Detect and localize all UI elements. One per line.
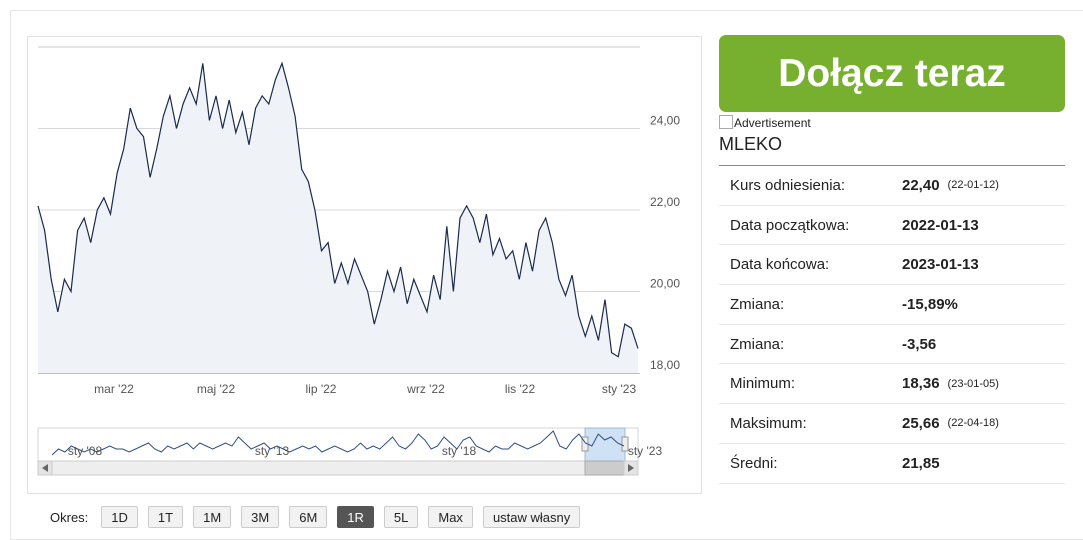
navigator-selection[interactable] [584,427,626,462]
period-button[interactable]: ustaw własny [482,506,581,528]
line [37,61,639,358]
x-tick-label: maj '22 [197,382,236,396]
x-tick-label: lis '22 [505,382,536,396]
stat-value: 18,36 [902,375,940,393]
stats-row: Zmiana: -3,56 [719,325,1065,365]
x-tick-label: wrz '22 [406,382,445,396]
stats-row: Średni: 21,85 [719,444,1065,484]
arrow [42,464,48,472]
stat-label: Zmiana: [730,335,785,353]
stat-label: Kurs odniesienia: [730,176,846,194]
chart: 18,00 20,00 22,00 24,00 mar '22 maj '22 lip '2… [37,46,680,476]
navigator-line [51,430,625,456]
ad-alt-text: Advertisement [734,116,811,130]
join-button[interactable]: Dołącz teraz [719,35,1065,112]
stats-table: Kurs odniesienia: 22,40 (22-01-12) Data poc… [719,165,1065,484]
scrollbar[interactable] [37,460,639,476]
arrow [628,464,634,472]
stat-label: Maksimum: [730,414,807,432]
y-tick-label: 24,00 [650,114,680,128]
stat-date: (22-01-12) [947,179,999,192]
navigator [37,427,639,462]
stats-row: Maksimum: 25,66 (22-04-18) [719,404,1065,444]
page: {"chart":{"type":"line", "ylim":[18,26],… [10,10,1083,540]
stat-value: 22,40 [902,176,940,194]
stats-row: Zmiana: -15,89% [719,285,1065,325]
ad-image: Advertisement [719,115,811,130]
stat-value: 21,85 [902,454,940,472]
stat-label: Zmiana: [730,295,785,313]
stat-value: 2023-01-13 [902,256,979,274]
area [38,63,638,374]
period-button[interactable]: 3M [241,506,280,528]
y-tick-label: 20,00 [650,277,680,291]
x-tick-label: mar '22 [94,382,134,396]
y-tick-label: 22,00 [650,195,680,209]
period-button[interactable]: 1M [193,506,232,528]
stat-date: (22-04-18) [947,417,999,430]
navigator-label: sty '18 [442,444,477,458]
y-tick-label: 18,00 [650,358,680,372]
period-selector: Okres: 1D 1T 1M 3M 6M 1R 5L Max ustaw własny [50,505,590,529]
x-tick-label: lip '22 [306,382,337,396]
period-button[interactable]: 1R [337,506,374,528]
navigator-label: sty '13 [255,444,290,458]
period-button[interactable]: 1T [147,506,184,528]
stats-row: Data początkowa: 2022-01-13 [719,206,1065,246]
period-button[interactable]: 5L [383,506,419,528]
stat-label: Data początkowa: [730,216,850,234]
stats-row: Data końcowa: 2023-01-13 [719,245,1065,286]
stat-date: (23-01-05) [947,377,999,390]
stat-label: Minimum: [730,375,796,393]
period-button[interactable]: 1D [101,506,138,528]
stat-value: 2022-01-13 [902,216,979,234]
stat-value: 25,66 [902,414,940,432]
stat-label: Średni: [730,454,778,472]
stat-value: -15,89% [902,295,958,313]
stats-row: Kurs odniesienia: 22,40 (22-01-12) [719,166,1065,206]
scrollbar-thumb[interactable] [584,460,626,476]
navigator-handle[interactable] [621,436,629,452]
period-label: Okres: [50,509,89,525]
period-button[interactable]: Max [428,506,473,528]
chart-box [27,36,702,494]
ticker: MLEKO [719,134,783,154]
x-tick-label: sty '23 [602,382,637,396]
navigator-label: sty '08 [68,444,103,458]
navigator-label: sty '23 [628,444,663,458]
stats-row: Minimum: 18,36 (23-01-05) [719,364,1065,405]
period-button[interactable]: 6M [289,506,328,528]
stat-value: -3,56 [902,335,937,353]
stat-label: Data końcowa: [730,256,830,274]
